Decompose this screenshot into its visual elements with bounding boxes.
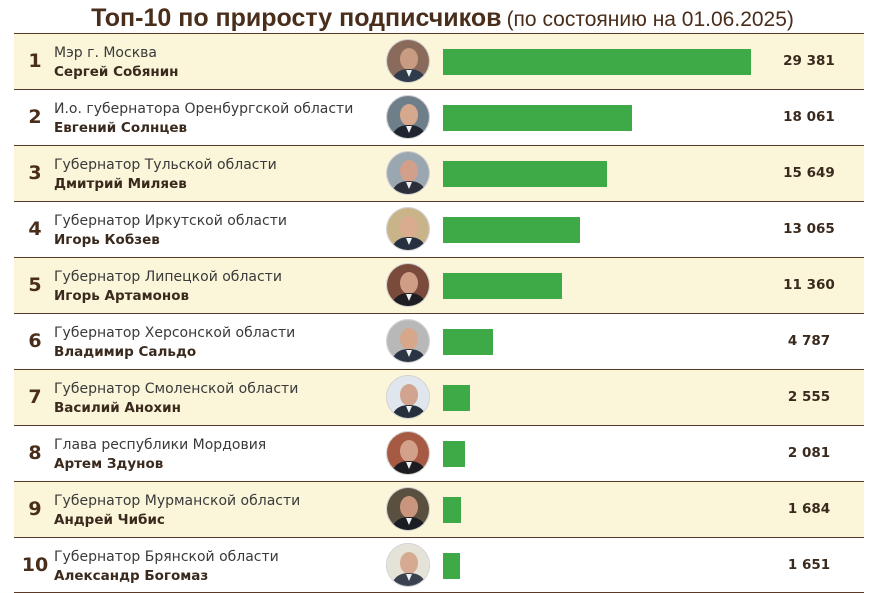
chart-title: Топ-10 по приросту подписчиков (по состо… [0,4,885,33]
data-label: 13 065 [783,221,835,237]
official-position: Губернатор Мурманской области [54,493,301,509]
official-position: Губернатор Тульской области [54,157,277,173]
rank-number: 10 [21,554,49,576]
rank-number: 7 [28,386,42,408]
rank-number: 9 [28,498,42,520]
rank-number: 8 [28,442,42,464]
data-label: 29 381 [783,53,835,69]
official-position: Губернатор Херсонской области [54,325,296,341]
table-row: 3 Губернатор Тульской области Дмитрий Миля… [14,145,864,201]
table-row: 6 Губернатор Херсонской области Владимир С… [14,313,864,369]
avatar [386,151,430,195]
official-name: Андрей Чибис [54,512,165,528]
avatar [386,375,430,419]
chart-title-date: (по состоянию на 01.06.2025) [506,8,794,31]
bar [443,497,461,523]
rank-number: 6 [28,330,42,352]
table-row: 1 Мэр г. Москва Сергей Собянин 29 381 [14,33,864,89]
table-row: 7 Губернатор Смоленской области Василий Ан… [14,369,864,425]
data-label: 1 651 [787,557,831,573]
bar [443,385,470,411]
bar [443,217,580,243]
official-position: Губернатор Липецкой области [54,269,282,285]
avatar [386,319,430,363]
avatar [386,207,430,251]
avatar [386,431,430,475]
avatar [386,487,430,531]
official-name: Сергей Собянин [54,64,179,80]
rank-number: 4 [28,218,42,240]
chart-title-main: Топ-10 по приросту подписчиков [91,4,502,32]
official-name: Игорь Кобзев [54,232,160,248]
official-position: И.о. губернатора Оренбургской области [54,101,354,117]
data-label: 2 555 [787,389,831,405]
bar [443,329,493,355]
table-row: 2 И.о. губернатора Оренбургской области Ев… [14,89,864,145]
official-name: Владимир Сальдо [54,344,197,360]
bar [443,161,607,187]
official-name: Василий Анохин [54,400,181,416]
data-label: 11 360 [783,277,835,293]
official-name: Евгений Солнцев [54,120,188,136]
table-row: 10 Губернатор Брянской области Александр Б… [14,537,864,593]
avatar [386,95,430,139]
table-row: 4 Губернатор Иркутской области Игорь Кобзе… [14,201,864,257]
data-label: 18 061 [783,109,835,125]
table-row: 8 Глава республики Мордовия Артем Здунов 2 … [14,425,864,481]
official-position: Губернатор Иркутской области [54,213,287,229]
official-position: Глава республики Мордовия [54,437,267,453]
official-position: Губернатор Смоленской области [54,381,299,397]
official-name: Игорь Артамонов [54,288,190,304]
table-row: 5 Губернатор Липецкой области Игорь Артамо… [14,257,864,313]
avatar [386,39,430,83]
bar [443,441,465,467]
data-label: 1 684 [787,501,831,517]
official-name: Дмитрий Миляев [54,176,187,192]
bar [443,273,562,299]
data-label: 2 081 [787,445,831,461]
official-position: Мэр г. Москва [54,45,157,61]
ranking-table: 1 Мэр г. Москва Сергей Собянин 29 381 2 И.о. … [14,33,864,593]
table-row: 9 Губернатор Мурманской области Андрей Чиб… [14,481,864,537]
bar [443,553,460,579]
avatar [386,263,430,307]
bar [443,105,632,131]
bar [443,49,751,75]
rank-number: 5 [28,274,42,296]
official-name: Александр Богомаз [54,568,209,584]
data-label: 15 649 [783,165,835,181]
avatar [386,543,430,587]
official-name: Артем Здунов [54,456,164,472]
data-label: 4 787 [787,333,831,349]
rank-number: 3 [28,162,42,184]
official-position: Губернатор Брянской области [54,549,279,565]
rank-number: 1 [28,50,42,72]
rank-number: 2 [28,106,42,128]
